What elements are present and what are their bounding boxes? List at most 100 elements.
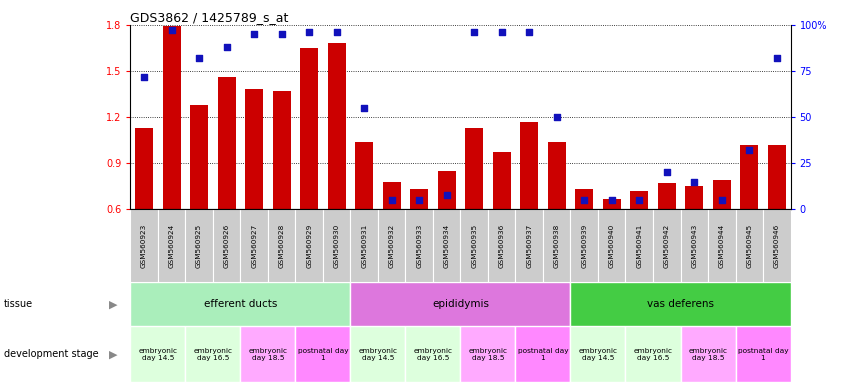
Bar xyxy=(680,209,708,282)
Bar xyxy=(516,209,543,282)
Text: embryonic
day 16.5: embryonic day 16.5 xyxy=(633,348,673,361)
Bar xyxy=(740,145,759,209)
Text: GSM560931: GSM560931 xyxy=(361,223,368,268)
Text: efferent ducts: efferent ducts xyxy=(204,299,277,310)
Bar xyxy=(488,209,516,282)
Bar xyxy=(626,209,653,282)
Text: embryonic
day 18.5: embryonic day 18.5 xyxy=(468,348,507,361)
Text: ▶: ▶ xyxy=(109,299,118,310)
Text: GSM560923: GSM560923 xyxy=(141,223,147,268)
Bar xyxy=(713,180,731,209)
Bar xyxy=(135,128,153,209)
Bar xyxy=(570,282,791,326)
Bar xyxy=(130,209,158,282)
Bar xyxy=(438,171,456,209)
Text: GSM560936: GSM560936 xyxy=(499,223,505,268)
Text: GSM560939: GSM560939 xyxy=(581,223,587,268)
Text: GSM560941: GSM560941 xyxy=(637,223,643,268)
Point xyxy=(193,55,206,61)
Bar xyxy=(295,209,323,282)
Bar xyxy=(378,209,405,282)
Bar xyxy=(241,209,268,282)
Text: embryonic
day 18.5: embryonic day 18.5 xyxy=(689,348,727,361)
Text: GSM560937: GSM560937 xyxy=(526,223,532,268)
Bar xyxy=(570,209,598,282)
Bar xyxy=(272,91,291,209)
Bar xyxy=(300,48,318,209)
Bar xyxy=(626,326,680,382)
Point xyxy=(412,197,426,203)
Text: development stage: development stage xyxy=(4,349,99,359)
Text: GSM560938: GSM560938 xyxy=(553,223,560,268)
Bar xyxy=(351,282,570,326)
Point xyxy=(385,197,399,203)
Text: vas deferens: vas deferens xyxy=(647,299,714,310)
Text: ▶: ▶ xyxy=(109,349,118,359)
Text: GSM560934: GSM560934 xyxy=(444,223,450,268)
Point xyxy=(330,29,343,35)
Bar xyxy=(516,326,570,382)
Bar xyxy=(328,43,346,209)
Bar xyxy=(158,209,185,282)
Text: GSM560924: GSM560924 xyxy=(168,223,175,268)
Bar xyxy=(736,326,791,382)
Bar xyxy=(410,189,428,209)
Text: GDS3862 / 1425789_s_at: GDS3862 / 1425789_s_at xyxy=(130,11,288,24)
Point xyxy=(605,197,618,203)
Bar xyxy=(658,183,675,209)
Bar xyxy=(218,77,235,209)
Bar xyxy=(543,209,570,282)
Text: GSM560946: GSM560946 xyxy=(774,223,780,268)
Text: postnatal day
1: postnatal day 1 xyxy=(738,348,788,361)
Bar xyxy=(736,209,763,282)
Bar xyxy=(241,326,295,382)
Text: GSM560933: GSM560933 xyxy=(416,223,422,268)
Point xyxy=(522,29,536,35)
Bar xyxy=(185,209,213,282)
Bar xyxy=(268,209,295,282)
Bar xyxy=(405,326,460,382)
Text: GSM560929: GSM560929 xyxy=(306,223,312,268)
Bar xyxy=(570,326,626,382)
Bar xyxy=(653,209,680,282)
Bar xyxy=(355,142,373,209)
Bar xyxy=(521,122,538,209)
Bar xyxy=(547,142,566,209)
Text: GSM560944: GSM560944 xyxy=(719,223,725,268)
Point xyxy=(165,27,178,33)
Text: GSM560942: GSM560942 xyxy=(664,223,669,268)
Point xyxy=(743,147,756,153)
Text: GSM560940: GSM560940 xyxy=(609,223,615,268)
Bar xyxy=(295,326,351,382)
Point xyxy=(660,169,674,175)
Bar xyxy=(405,209,433,282)
Point xyxy=(550,114,563,120)
Text: embryonic
day 16.5: embryonic day 16.5 xyxy=(414,348,452,361)
Text: GSM560943: GSM560943 xyxy=(691,223,697,268)
Bar xyxy=(575,189,593,209)
Text: postnatal day
1: postnatal day 1 xyxy=(298,348,348,361)
Text: GSM560926: GSM560926 xyxy=(224,223,230,268)
Bar xyxy=(603,199,621,209)
Bar xyxy=(433,209,460,282)
Bar xyxy=(461,209,488,282)
Text: postnatal day
1: postnatal day 1 xyxy=(518,348,569,361)
Bar xyxy=(130,326,185,382)
Bar xyxy=(685,186,703,209)
Point xyxy=(357,105,371,111)
Text: GSM560935: GSM560935 xyxy=(471,223,477,268)
Text: GSM560925: GSM560925 xyxy=(196,223,202,268)
Point xyxy=(770,55,784,61)
Bar xyxy=(680,326,736,382)
Bar xyxy=(185,326,241,382)
Point xyxy=(275,31,288,37)
Point xyxy=(468,29,481,35)
Point xyxy=(495,29,509,35)
Bar xyxy=(708,209,736,282)
Bar xyxy=(383,182,400,209)
Bar xyxy=(768,145,785,209)
Bar xyxy=(351,326,405,382)
Bar xyxy=(763,209,791,282)
Bar xyxy=(598,209,626,282)
Text: GSM560930: GSM560930 xyxy=(334,223,340,268)
